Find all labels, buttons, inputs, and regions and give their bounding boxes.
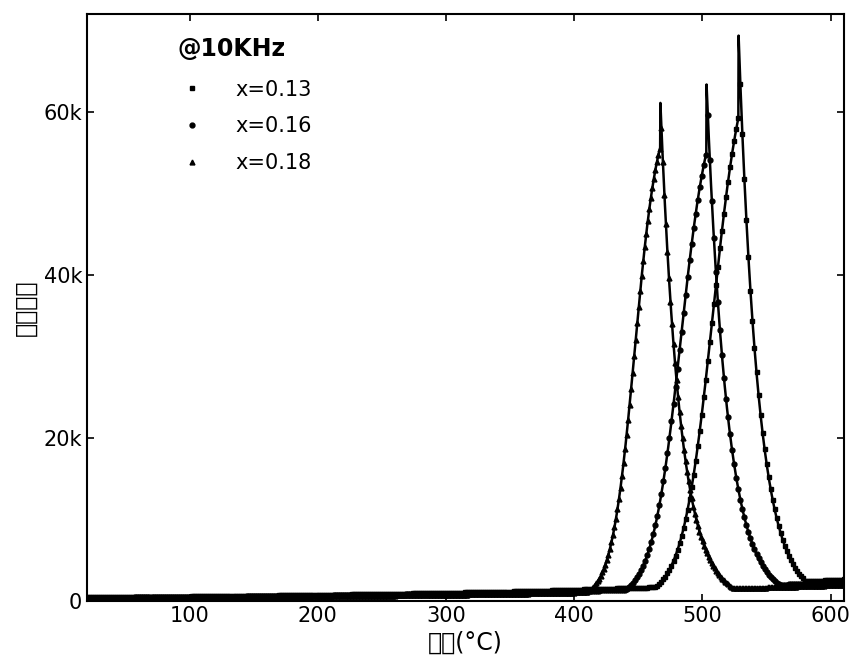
Line: x=0.16: x=0.16 [85,112,846,600]
x=0.16 [535,588,546,596]
x=0.13 [535,587,546,595]
x=0.13 [340,591,351,599]
x=0.16 [81,594,92,602]
x=0.16 [340,591,351,599]
x=0.13 [838,575,849,583]
Line: x=0.13: x=0.13 [85,82,846,600]
x=0.18 [703,553,714,561]
Line: x=0.18: x=0.18 [85,125,846,601]
x=0.18 [441,591,451,599]
X-axis label: 温度(°C): 温度(°C) [428,631,502,655]
x=0.18 [822,581,832,589]
x=0.13 [735,80,746,88]
x=0.16 [460,589,470,597]
x=0.18 [491,590,501,598]
x=0.13 [268,591,278,599]
x=0.18 [532,589,542,597]
x=0.16 [325,591,335,599]
x=0.13 [810,577,820,585]
Text: @10KHz: @10KHz [178,37,286,62]
x=0.18 [81,594,92,602]
x=0.13 [325,591,335,599]
x=0.16 [810,579,820,587]
x=0.16 [268,592,278,600]
x=0.16 [702,111,713,119]
x=0.18 [445,591,456,599]
x=0.16 [838,578,849,586]
x=0.13 [460,589,470,597]
x=0.18 [838,581,849,589]
Legend: x=0.13, x=0.16, x=0.18: x=0.13, x=0.16, x=0.18 [158,72,320,181]
x=0.13 [81,593,92,601]
x=0.18 [656,124,667,132]
Y-axis label: 介电常数: 介电常数 [14,279,38,336]
